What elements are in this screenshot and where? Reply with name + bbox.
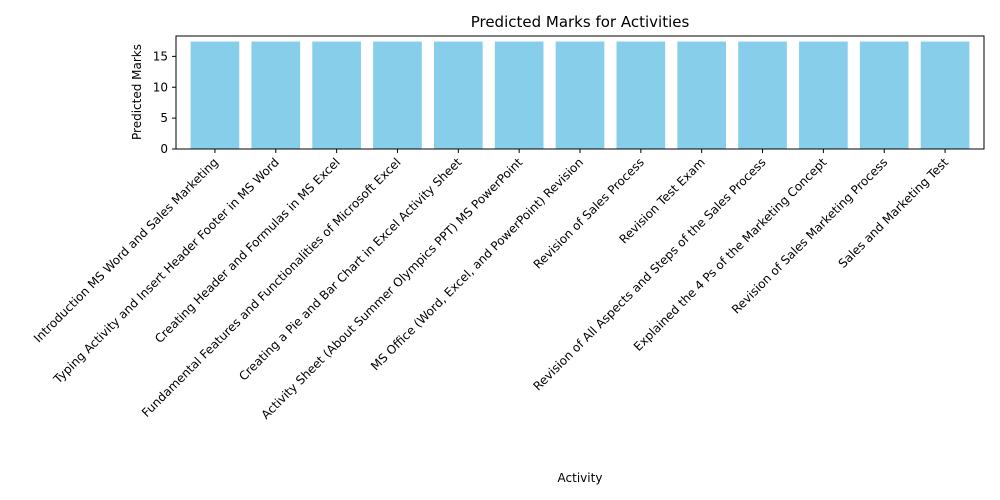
x-tick-label-9: Revision of All Aspects and Steps of the… <box>530 155 768 393</box>
y-tick-label-3: 15 <box>153 49 168 63</box>
bar-2 <box>312 41 361 150</box>
x-tick-label-1: Typing Activity and Insert Header Footer… <box>50 155 282 387</box>
x-axis-label: Activity <box>558 471 603 485</box>
x-axis-ticks: Introduction MS Word and Sales Marketing… <box>31 149 951 422</box>
y-tick-label-0: 0 <box>160 142 168 156</box>
bar-0 <box>190 41 240 150</box>
bar-4 <box>433 41 483 150</box>
bars-group <box>190 41 970 150</box>
y-axis-label: Predicted Marks <box>130 44 144 140</box>
y-tick-label-1: 5 <box>160 111 168 125</box>
bar-1 <box>251 41 301 150</box>
x-tick-label-7: Revision of Sales Process <box>531 155 647 271</box>
bar-10 <box>799 41 848 150</box>
bar-8 <box>677 41 727 150</box>
bar-5 <box>494 41 544 150</box>
y-tick-label-2: 10 <box>153 80 168 94</box>
y-axis-ticks: 0 5 10 15 <box>153 49 176 156</box>
bar-7 <box>616 41 666 150</box>
bar-6 <box>555 41 605 150</box>
chart-title: Predicted Marks for Activities <box>471 13 690 31</box>
x-tick-label-4: Creating a Pie and Bar Chart in Excel Ac… <box>236 155 464 383</box>
bar-12 <box>920 41 970 150</box>
bar-9 <box>738 41 787 150</box>
bar-3 <box>373 41 422 150</box>
x-tick-label-12: Sales and Marketing Test <box>836 155 952 271</box>
bar-11 <box>859 41 909 150</box>
x-tick-label-6: MS Office (Word, Excel, and PowerPoint) … <box>368 155 586 373</box>
